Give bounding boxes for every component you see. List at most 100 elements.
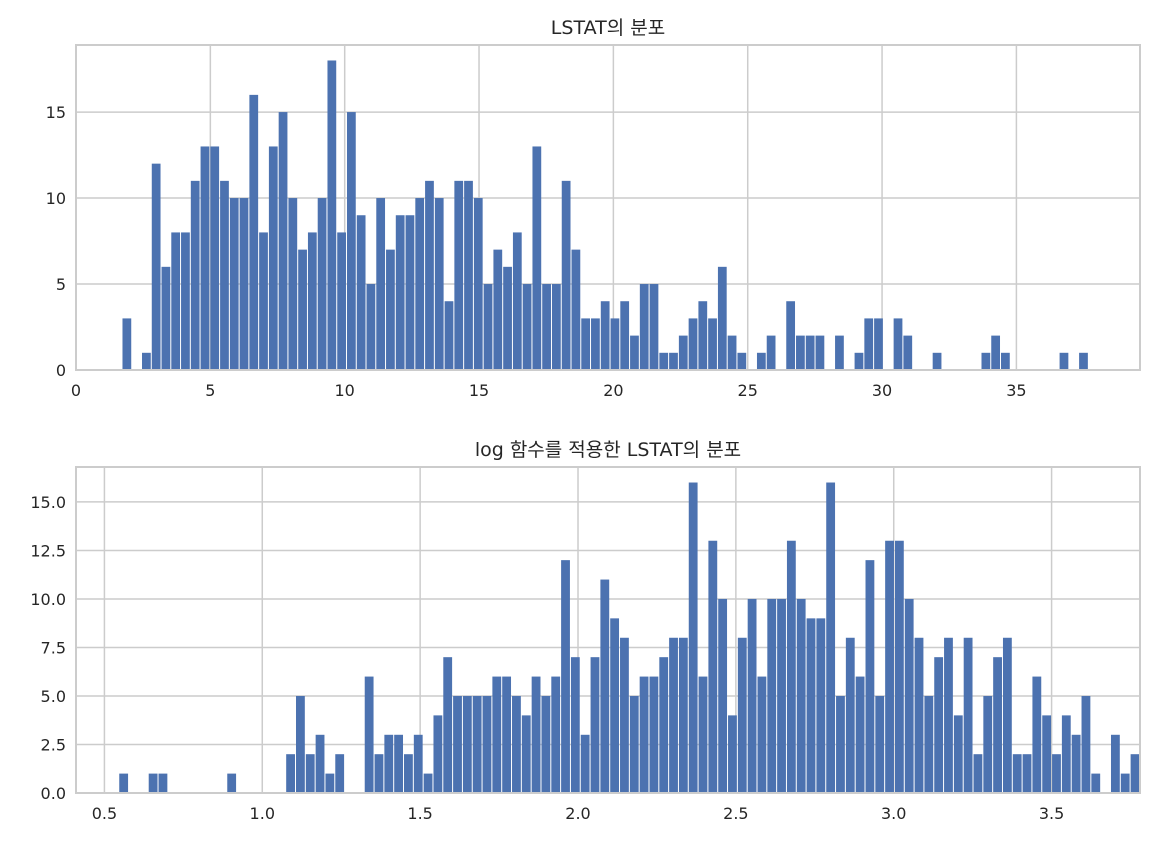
- histogram-bar: [190, 180, 200, 370]
- histogram-bar: [1091, 773, 1101, 793]
- histogram-bar: [315, 734, 325, 793]
- histogram-bar: [570, 657, 580, 793]
- histogram-bar: [659, 352, 669, 370]
- histogram-bar: [806, 618, 816, 793]
- histogram-bar: [1012, 754, 1022, 793]
- histogram-bar: [229, 198, 239, 370]
- histogram-bar: [688, 318, 698, 370]
- histogram-bar: [356, 215, 366, 370]
- histogram-bar: [796, 335, 805, 370]
- histogram-bar: [220, 180, 229, 370]
- histogram-bar: [181, 232, 190, 370]
- histogram-bar: [718, 598, 728, 793]
- histogram-bar: [462, 695, 472, 793]
- histogram-bar: [610, 618, 620, 793]
- plot-frame: [75, 44, 1141, 371]
- histogram-bar: [288, 198, 298, 370]
- histogram-bar: [639, 284, 649, 370]
- axes-frame: [75, 44, 1141, 371]
- histogram-bar: [434, 198, 444, 370]
- histogram-bar: [991, 335, 1001, 370]
- histogram-bar: [944, 637, 953, 793]
- histogram-bar: [1061, 715, 1071, 793]
- histogram-bar: [835, 335, 844, 370]
- histogram-bar: [443, 657, 453, 793]
- histogram-bar: [492, 676, 502, 793]
- histogram-bar: [473, 198, 483, 370]
- histogram-bar: [1110, 734, 1120, 793]
- histogram-bar: [307, 232, 317, 370]
- histogram-bar: [227, 773, 237, 793]
- histogram-bar: [376, 198, 386, 370]
- histogram-bar: [600, 301, 610, 370]
- y-tick-label: 5: [56, 275, 66, 294]
- histogram-bar: [826, 482, 836, 793]
- histogram-bar: [845, 637, 855, 793]
- histogram-bar: [305, 754, 315, 793]
- histogram-bar: [268, 146, 278, 370]
- y-axis-tick-labels: 0.0 2.5 5.0 7.5 10.0 12.5 15.0: [30, 493, 66, 803]
- x-tick-label: 35: [1006, 381, 1026, 400]
- histogram-bar: [893, 318, 903, 370]
- histogram-bar: [317, 198, 327, 370]
- histogram-bar: [953, 715, 963, 793]
- x-tick-label: 25: [738, 381, 758, 400]
- plot-frame: [75, 466, 1141, 794]
- y-axis-tick-labels: 0 5 10 15: [46, 103, 66, 380]
- histogram-bar: [737, 637, 747, 793]
- histogram-bar: [298, 249, 307, 370]
- histogram-bar: [325, 773, 335, 793]
- histogram-bar: [278, 112, 288, 370]
- histogram-bar: [413, 734, 423, 793]
- histogram-bar: [394, 734, 404, 793]
- histogram-bar: [161, 266, 171, 370]
- histogram-bar: [865, 560, 875, 793]
- histogram-bar: [433, 715, 443, 793]
- histogram-bar: [688, 482, 698, 793]
- histogram-bar: [580, 734, 590, 793]
- y-tick-label: 10: [46, 189, 66, 208]
- y-tick-label: 5.0: [41, 687, 66, 706]
- histogram-bar: [200, 146, 210, 370]
- histogram-bar: [532, 146, 542, 370]
- histogram-bar: [454, 180, 464, 370]
- x-tick-label: 0.5: [92, 804, 117, 823]
- histogram-bar: [629, 695, 639, 793]
- histogram-bar: [561, 180, 571, 370]
- histogram-bar: [678, 335, 688, 370]
- histogram-bar: [171, 232, 181, 370]
- histogram-bar: [620, 301, 630, 370]
- chart-title: log 함수를 적용한 LSTAT의 분포: [475, 439, 741, 461]
- histogram-bar: [737, 352, 747, 370]
- histogram-bar: [249, 94, 259, 371]
- histogram-bar: [521, 715, 531, 793]
- histogram-bar: [698, 676, 708, 793]
- histogram-bar: [669, 637, 678, 793]
- histogram-bar: [1059, 352, 1069, 370]
- histogram-bar: [512, 695, 521, 793]
- histogram-bar: [493, 249, 503, 370]
- histogram-bar: [503, 266, 512, 370]
- histogram-bar: [327, 60, 337, 370]
- histogram-bar: [386, 249, 395, 370]
- histogram-bar: [875, 695, 885, 793]
- histogram-bar: [296, 695, 305, 793]
- histogram-bar: [464, 180, 473, 370]
- histogram-bar: [453, 695, 462, 793]
- x-tick-label: 3.0: [881, 804, 906, 823]
- chart-panel-log-lstat: log 함수를 적용한 LSTAT의 분포 0.5 1.0 1.5 2.0 2.5 3.0…: [30, 439, 1141, 823]
- histogram-bar: [796, 598, 806, 793]
- histogram-bar: [630, 335, 639, 370]
- histogram-bar: [669, 352, 678, 370]
- histogram-bar: [757, 676, 767, 793]
- histogram-bar: [963, 637, 973, 793]
- histogram-bar: [914, 637, 924, 793]
- histogram-bar: [1079, 352, 1088, 370]
- histogram-bar: [924, 695, 934, 793]
- histogram-bar: [855, 676, 865, 793]
- histogram-bar: [610, 318, 620, 370]
- y-tick-label: 2.5: [41, 735, 66, 754]
- histogram-bar: [983, 695, 993, 793]
- histogram-bars: [119, 482, 1140, 793]
